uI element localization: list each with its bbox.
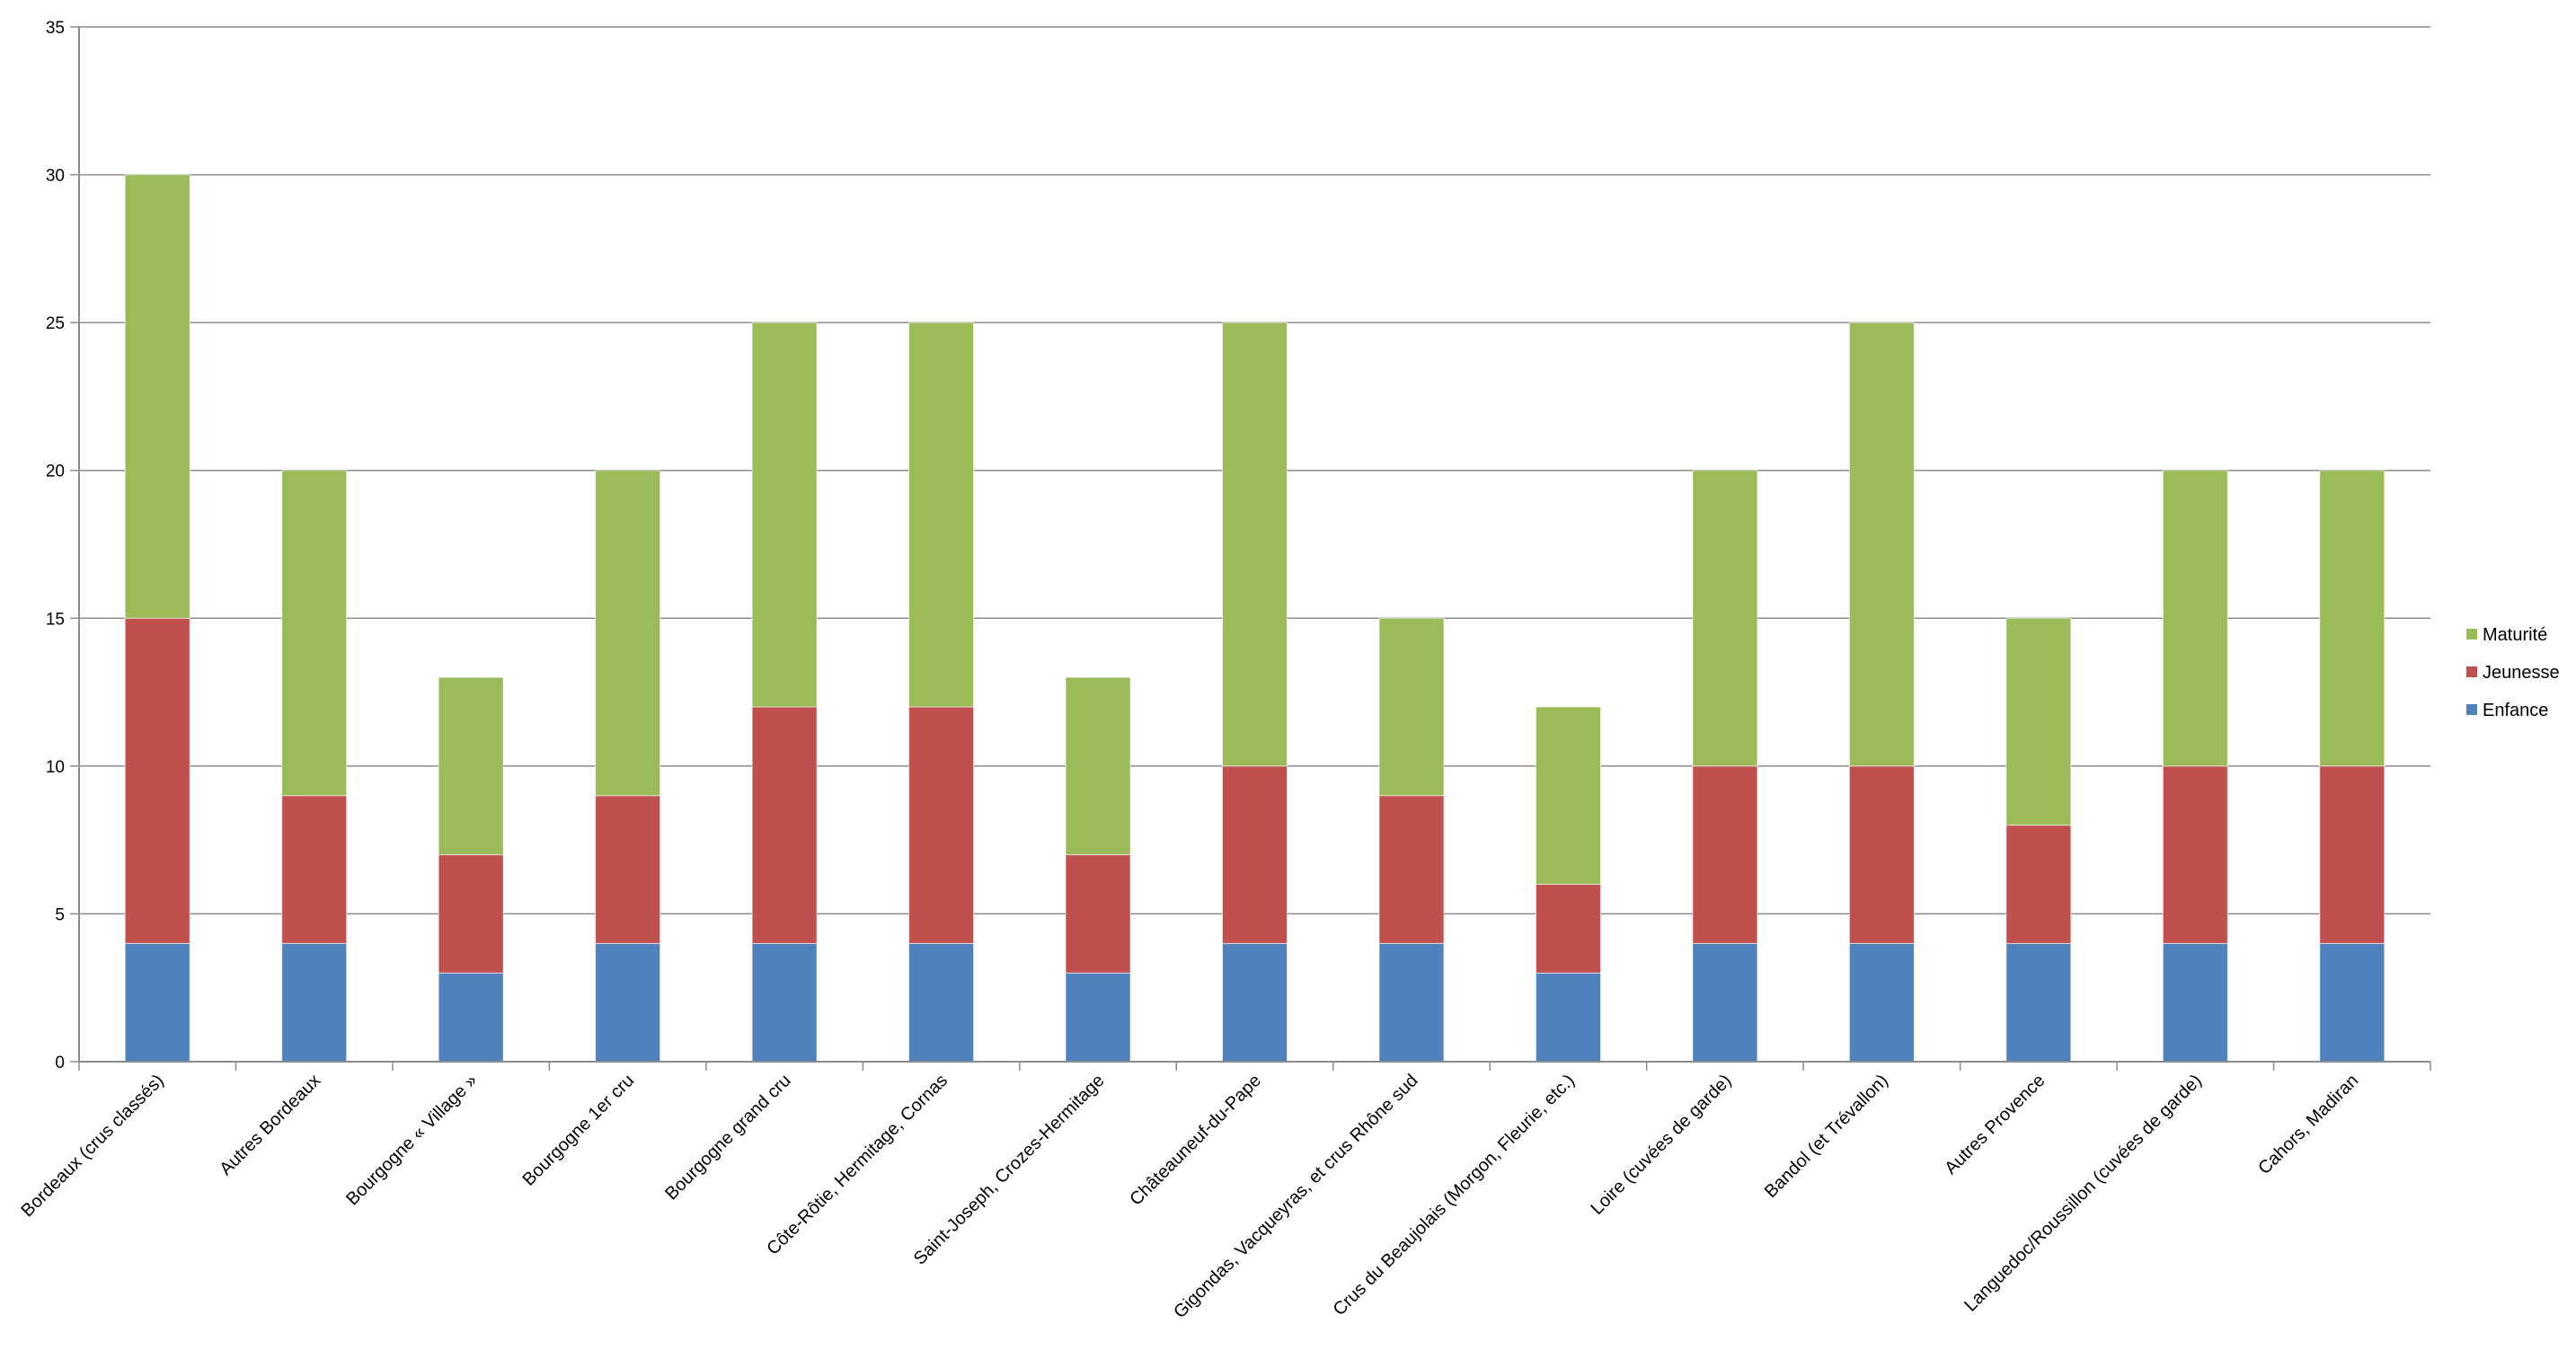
bar-segment-jeunesse xyxy=(751,706,818,944)
bar-segment-enfance xyxy=(124,942,190,1063)
bars xyxy=(124,174,2386,1063)
legend-label: Jeunesse xyxy=(2483,663,2560,683)
y-tick-labels: 0 5 10 15 20 25 30 35 xyxy=(46,19,65,1072)
bar-segment-maturité xyxy=(1692,470,1758,767)
bar-segment-maturité xyxy=(1535,706,1601,886)
bar-segment-jeunesse xyxy=(1222,765,1288,944)
y-tick-label: 15 xyxy=(46,610,65,629)
bar-segment-enfance xyxy=(908,942,975,1063)
bar-segment-jeunesse xyxy=(2005,825,2072,944)
bar-segment-maturité xyxy=(1848,322,1915,767)
bar-segment-jeunesse xyxy=(1692,765,1758,944)
bar-segment-maturité xyxy=(281,470,348,797)
bar-segment-jeunesse xyxy=(2162,765,2228,944)
y-tick-label: 0 xyxy=(55,1054,65,1072)
bar-segment-jeunesse xyxy=(1065,854,1131,974)
bar-segment-maturité xyxy=(2005,617,2072,826)
bar-segment-maturité xyxy=(1222,322,1288,767)
legend-label: Maturité xyxy=(2483,625,2547,645)
y-tick-label: 5 xyxy=(55,905,65,924)
legend-swatch-enfance xyxy=(2466,704,2477,715)
bar-segment-maturité xyxy=(438,676,504,856)
legend: Maturité Jeunesse Enfance xyxy=(2466,625,2560,720)
bar-segment-maturité xyxy=(1065,676,1131,856)
y-tick-label: 25 xyxy=(46,314,65,333)
legend-swatch-maturité xyxy=(2466,629,2477,640)
bar-segment-enfance xyxy=(1065,972,1131,1063)
bar-segment-enfance xyxy=(2005,942,2072,1063)
bar-segment-enfance xyxy=(595,942,661,1063)
legend-swatch-jeunesse xyxy=(2466,666,2477,677)
bar-segment-maturité xyxy=(2162,470,2228,767)
bar-segment-jeunesse xyxy=(438,854,504,974)
y-tick-label: 30 xyxy=(46,167,65,186)
axes xyxy=(78,27,2431,1071)
legend-label: Enfance xyxy=(2483,701,2548,720)
bar-segment-maturité xyxy=(908,322,975,708)
bar-segment-jeunesse xyxy=(1378,795,1445,944)
bar-segment-jeunesse xyxy=(124,617,190,944)
bar-segment-enfance xyxy=(1378,942,1445,1063)
bar-segment-enfance xyxy=(1535,972,1601,1063)
bar-segment-enfance xyxy=(2319,942,2386,1063)
bar-segment-maturité xyxy=(751,322,818,708)
bar-segment-jeunesse xyxy=(1535,884,1601,974)
bar-segment-maturité xyxy=(1378,617,1445,797)
bar-segment-maturité xyxy=(2319,470,2386,767)
bar-segment-enfance xyxy=(2162,942,2228,1063)
bar-segment-jeunesse xyxy=(2319,765,2386,944)
y-tick-label: 35 xyxy=(46,19,65,38)
bar-segment-enfance xyxy=(438,972,504,1063)
bar-segment-enfance xyxy=(1692,942,1758,1063)
bar-segment-enfance xyxy=(1848,942,1915,1063)
bar-segment-enfance xyxy=(751,942,818,1063)
bar-segment-maturité xyxy=(124,174,190,619)
bar-segment-jeunesse xyxy=(281,795,348,944)
bar-segment-enfance xyxy=(1222,942,1288,1063)
bar-segment-maturité xyxy=(595,470,661,797)
y-tick-label: 20 xyxy=(46,463,65,481)
bar-segment-jeunesse xyxy=(908,706,975,944)
y-tick-label: 10 xyxy=(46,758,65,777)
bar-segment-jeunesse xyxy=(595,795,661,944)
bar-segment-jeunesse xyxy=(1848,765,1915,944)
bar-segment-enfance xyxy=(281,942,348,1063)
